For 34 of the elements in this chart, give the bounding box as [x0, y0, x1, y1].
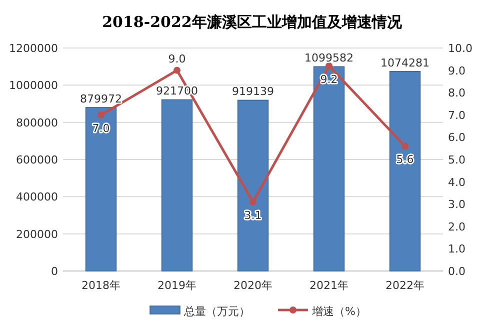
data-label: 3.1: [244, 208, 262, 222]
y2-tick-label: 7.0: [448, 108, 466, 122]
title: 2018-2022年濂溪区工业增加值及增速情况: [102, 13, 402, 31]
y2-tick-label: 10.0: [448, 42, 472, 55]
x-tick-label: 2018年: [82, 279, 120, 292]
x-tick-label: 2022年: [386, 279, 424, 292]
y2-tick-label: 4.0: [448, 176, 466, 189]
y2-tick-label: 9.0: [448, 64, 466, 78]
y-tick-label: 0: [51, 265, 58, 278]
data-label: 879972: [80, 92, 122, 106]
y-tick-label: 1000000: [9, 79, 58, 92]
legend-label: 总量（万元）: [184, 305, 250, 318]
y-tick-label: 1200000: [9, 42, 58, 55]
y2-tick-label: 3.0: [448, 198, 466, 212]
data-label: 1074281: [380, 56, 430, 70]
y2-tick-label: 5.0: [448, 154, 466, 166]
data-label: 1099582: [304, 52, 354, 65]
y2-tick-label: 6.0: [448, 131, 466, 144]
data-label: 919139: [232, 85, 274, 98]
y2-tick-label: 1.0: [448, 242, 466, 256]
legend-label: 增速（%）: [312, 305, 366, 318]
y2-tick-label: 8.0: [448, 86, 466, 100]
y-tick-label: 400000: [16, 190, 58, 204]
data-label: 7.0: [92, 122, 110, 135]
x-tick-label: 2021年: [310, 279, 348, 292]
data-label: 5.6: [396, 153, 414, 166]
y-tick-label: 600000: [16, 154, 58, 166]
y2-tick-label: 0.0: [448, 265, 466, 278]
y-tick-label: 200000: [16, 228, 58, 241]
y-tick-label: 800000: [16, 116, 58, 130]
data-label: 9.0: [168, 52, 186, 66]
x-tick-label: 2020年: [234, 279, 272, 292]
y2-tick-label: 2.0: [448, 220, 466, 234]
x-tick-label: 2019年: [158, 279, 196, 292]
